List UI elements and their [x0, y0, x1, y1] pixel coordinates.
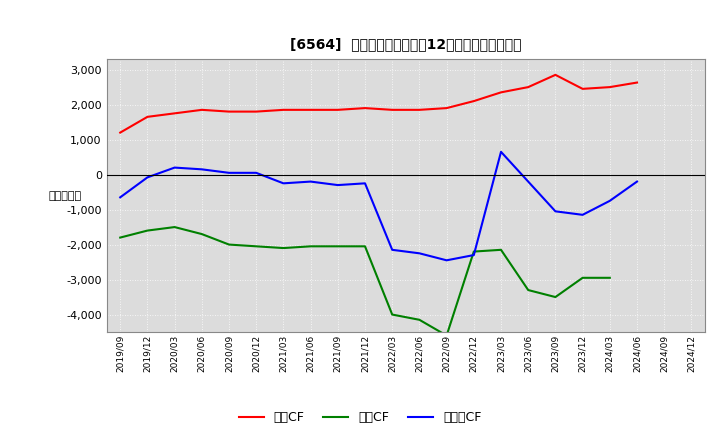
投資CF — [197, 231, 206, 237]
投資CF — [415, 317, 424, 323]
フリーCF — [306, 179, 315, 184]
営業CF — [551, 72, 559, 77]
フリーCF — [415, 251, 424, 256]
投資CF — [279, 246, 288, 251]
フリーCF — [606, 198, 614, 203]
営業CF — [333, 107, 342, 113]
営業CF — [442, 106, 451, 111]
営業CF — [252, 109, 261, 114]
フリーCF — [469, 253, 478, 258]
営業CF — [633, 80, 642, 85]
フリーCF — [442, 258, 451, 263]
投資CF — [578, 275, 587, 280]
営業CF — [578, 86, 587, 92]
フリーCF — [279, 181, 288, 186]
フリーCF — [171, 165, 179, 170]
投資CF — [333, 244, 342, 249]
営業CF — [606, 84, 614, 90]
営業CF — [415, 107, 424, 113]
フリーCF — [252, 170, 261, 176]
営業CF — [524, 84, 533, 90]
Line: フリーCF: フリーCF — [120, 152, 637, 260]
投資CF — [388, 312, 397, 317]
投資CF — [143, 228, 152, 233]
フリーCF — [225, 170, 233, 176]
営業CF — [306, 107, 315, 113]
投資CF — [469, 249, 478, 254]
投資CF — [442, 333, 451, 338]
営業CF — [469, 99, 478, 104]
フリーCF — [633, 179, 642, 184]
Legend: 営業CF, 投資CF, フリーCF: 営業CF, 投資CF, フリーCF — [234, 407, 486, 429]
営業CF — [197, 107, 206, 113]
営業CF — [225, 109, 233, 114]
投資CF — [551, 294, 559, 300]
フリーCF — [388, 247, 397, 253]
投資CF — [171, 224, 179, 230]
フリーCF — [551, 209, 559, 214]
投資CF — [361, 244, 369, 249]
フリーCF — [197, 167, 206, 172]
投資CF — [524, 287, 533, 293]
投資CF — [497, 247, 505, 253]
投資CF — [252, 244, 261, 249]
営業CF — [143, 114, 152, 120]
投資CF — [116, 235, 125, 240]
営業CF — [388, 107, 397, 113]
フリーCF — [333, 183, 342, 188]
Title: [6564]  キャッシュフローの12か月移動合計の推移: [6564] キャッシュフローの12か月移動合計の推移 — [290, 37, 521, 51]
フリーCF — [524, 179, 533, 184]
営業CF — [171, 111, 179, 116]
投資CF — [225, 242, 233, 247]
営業CF — [116, 130, 125, 135]
Y-axis label: （百万円）: （百万円） — [48, 191, 81, 201]
営業CF — [279, 107, 288, 113]
営業CF — [361, 106, 369, 111]
フリーCF — [578, 212, 587, 217]
Line: 営業CF: 営業CF — [120, 75, 637, 132]
投資CF — [306, 244, 315, 249]
フリーCF — [116, 194, 125, 200]
Line: 投資CF: 投資CF — [120, 227, 610, 336]
フリーCF — [143, 175, 152, 180]
フリーCF — [361, 181, 369, 186]
投資CF — [606, 275, 614, 280]
フリーCF — [497, 149, 505, 154]
営業CF — [497, 90, 505, 95]
